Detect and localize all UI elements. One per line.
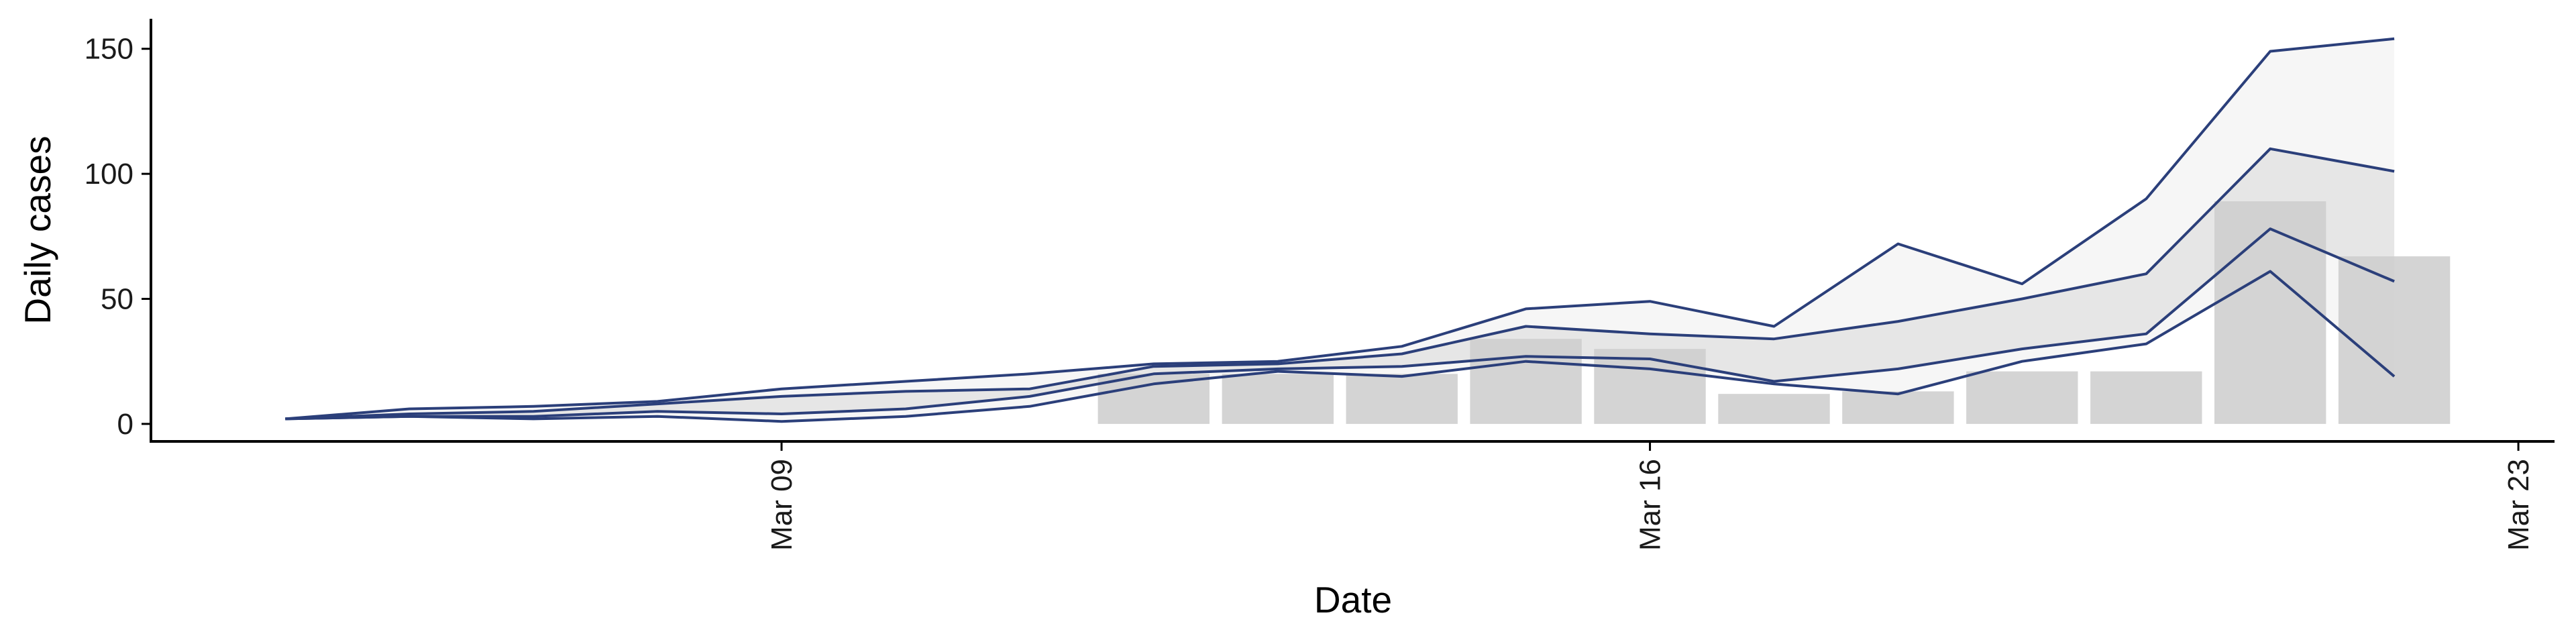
y-axis-title: Daily cases [17, 136, 58, 324]
line-series [285, 37, 2396, 423]
bar-2020-03-13 [1222, 374, 1334, 424]
bar-2020-03-22 [2338, 256, 2451, 424]
bar-2020-03-16 [1594, 349, 1706, 424]
y-tick-label: 50 [101, 283, 133, 316]
bar-2020-03-21 [2214, 201, 2326, 424]
x-axis-title: Date [1314, 579, 1392, 621]
line-upper-inner [285, 147, 2395, 421]
y-tick-label: 0 [117, 408, 133, 441]
x-tick-label: Mar 23 [2502, 459, 2535, 551]
bar-2020-03-18 [1842, 391, 1954, 424]
x-axis-ticks: Mar 09 Mar 16 Mar 23 [765, 441, 2535, 551]
bar-2020-03-20 [2090, 371, 2202, 424]
line-lower-outer [285, 270, 2396, 423]
ribbon-bands [285, 38, 2395, 422]
y-axis-ticks: 0 50 100 150 [85, 33, 151, 441]
bar-2020-03-12 [1097, 374, 1210, 424]
bar-2020-03-15 [1470, 339, 1582, 424]
bar-2020-03-14 [1346, 374, 1458, 424]
y-tick-label: 150 [85, 33, 133, 66]
line-upper-outer [285, 37, 2395, 421]
bar-2020-03-17 [1718, 394, 1830, 424]
bar-series [1097, 201, 2451, 424]
axes [150, 19, 2555, 443]
y-tick-label: 100 [85, 158, 133, 191]
x-tick-label: Mar 09 [765, 459, 798, 551]
inner-band [285, 148, 2395, 419]
bar-2020-03-19 [1966, 371, 2078, 424]
x-tick-label: Mar 16 [1634, 459, 1667, 551]
line-lower-inner [285, 227, 2395, 421]
